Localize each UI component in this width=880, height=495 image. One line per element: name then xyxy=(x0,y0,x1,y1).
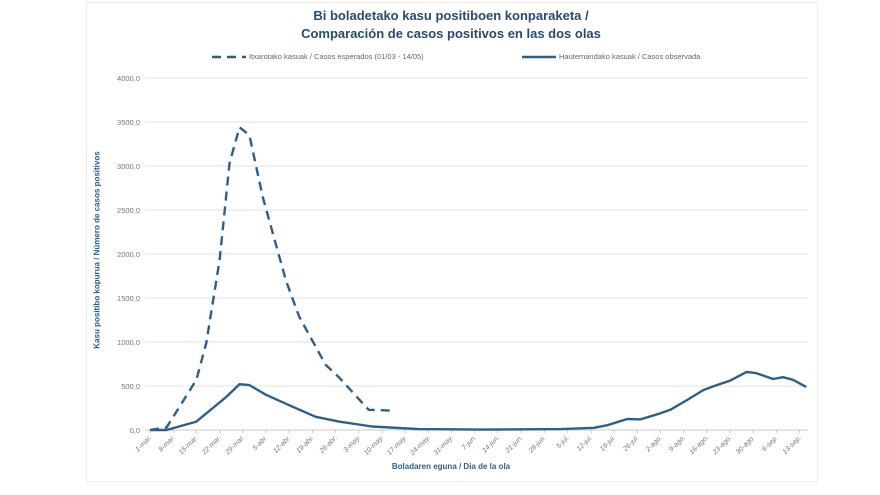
x-tick-label: 23-ago. xyxy=(711,434,733,456)
x-tick-label: 9-ago. xyxy=(668,434,687,453)
x-tick-label: 19-abr. xyxy=(295,434,315,454)
x-tick-label: 6-sep. xyxy=(761,434,780,453)
x-tick-label: 15-mar. xyxy=(178,434,200,456)
y-tick-label: 1000,0 xyxy=(117,338,140,347)
x-tick-label: 10-may. xyxy=(363,434,386,457)
x-tick-label: 13-sep. xyxy=(782,434,803,455)
x-tick-label: 22-mar. xyxy=(200,434,223,457)
y-tick-label: 1500,0 xyxy=(117,294,140,303)
x-tick-label: 2-ago. xyxy=(644,434,664,454)
chart-subtitle: Comparación de casos positivos en las do… xyxy=(301,26,601,41)
x-tick-label: 1-mar. xyxy=(134,434,153,453)
x-tick-label: 24-may. xyxy=(409,434,432,457)
x-tick-label: 5-abr. xyxy=(252,434,270,452)
x-axis-label: Boladaren eguna / Dia de la ola xyxy=(391,462,511,471)
chart-title: Bi boladetako kasu positiboen konparaket… xyxy=(313,8,589,23)
x-tick-label: 7-jun. xyxy=(461,434,478,451)
y-tick-label: 3000,0 xyxy=(117,162,140,171)
series-line-expected xyxy=(149,126,392,432)
y-tick-label: 2500,0 xyxy=(117,206,140,215)
x-tick-label: 31-may. xyxy=(433,434,456,457)
x-tick-label: 5-jul. xyxy=(555,434,571,450)
x-tick-label: 26-abr. xyxy=(318,434,339,455)
y-tick-label: 0,0 xyxy=(130,426,140,435)
y-tick-label: 500,0 xyxy=(121,382,140,391)
x-tick-label: 3-may. xyxy=(343,434,363,454)
legend-label-expected: Itxarotako kasuak / Casos esperados (01/… xyxy=(249,52,424,61)
y-tick-label: 2000,0 xyxy=(117,250,140,259)
x-tick-label: 17-may. xyxy=(386,434,409,457)
x-tick-label: 12-jul. xyxy=(576,434,594,452)
x-tick-label: 12-abr. xyxy=(272,434,292,454)
x-tick-label: 28-jun. xyxy=(527,434,548,455)
x-tick-label: 8-mar. xyxy=(158,434,177,453)
y-tick-label: 4000,0 xyxy=(117,74,140,83)
x-tick-label: 29-mar. xyxy=(224,434,247,457)
x-tick-label: 30-ago. xyxy=(735,434,757,456)
legend-label-observed: Hautemandako kasuak / Casos observada xyxy=(559,52,701,61)
y-tick-label: 3500,0 xyxy=(117,118,140,127)
legend-item-observed: Hautemandako kasuak / Casos observada xyxy=(522,52,700,61)
x-tick-label: 21-jun. xyxy=(504,434,525,455)
series-line-observed xyxy=(150,370,807,432)
legend-item-expected: Itxarotako kasuak / Casos esperados (01/… xyxy=(212,52,424,61)
x-tick-label: 14-jun. xyxy=(481,434,501,454)
chart-frame xyxy=(86,2,818,482)
x-tick-label: 19-jul. xyxy=(599,434,617,452)
x-tick-label: 26-jul. xyxy=(621,434,640,453)
x-tick-label: 16-ago. xyxy=(688,434,710,456)
